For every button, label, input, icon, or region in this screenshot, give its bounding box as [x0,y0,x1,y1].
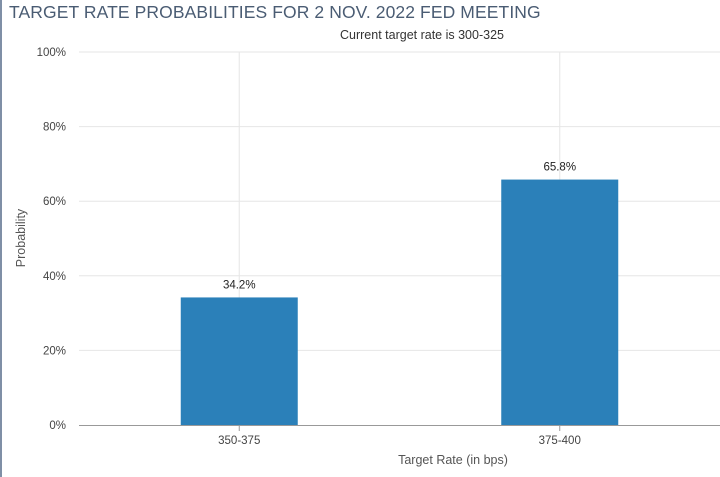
bars [180,179,619,425]
y-tick-label: 80% [43,122,66,134]
y-tick-label: 20% [43,345,66,357]
chart-frame-border [0,0,2,477]
y-tick-label: 40% [43,271,66,283]
chart-title: TARGET RATE PROBABILITIES FOR 2 NOV. 202… [9,2,541,22]
x-tick-label: 350-375 [218,435,260,447]
chart-subtitle: Current target rate is 300-325 [340,28,504,42]
x-tick-label: 375-400 [539,435,581,447]
y-axis-title: Probability [14,208,28,267]
y-tick-label: 60% [43,196,66,208]
grid-lines [79,51,720,431]
data-label: 34.2% [223,279,256,291]
x-axis-title: Target Rate (in bps) [398,453,508,467]
y-tick-label: 100% [37,47,66,59]
y-tick-label: 0% [49,420,66,432]
bar-350-375 [180,297,298,425]
data-label: 65.8% [543,162,576,174]
tick-labels: 0% 20% 40% 60% 80% 100% 34.2% 350-375 65.8% 375-4… [37,47,581,447]
bar-375-400 [501,179,619,425]
